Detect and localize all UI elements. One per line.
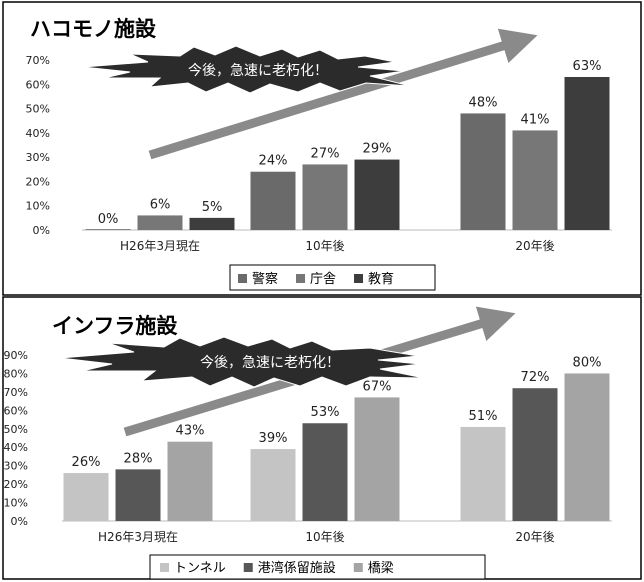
y-tick-label: 50% [4,423,28,436]
bar [137,215,183,230]
legend-label: 警察 [252,271,278,287]
bar [189,217,235,230]
data-label: 67% [363,379,392,394]
legend-swatch [353,563,363,572]
chart-panel-hakomono: ハコモノ施設 0% 10% 20% 30% 40% 50% 60% 70% 0% 24% 48% 6… [2,1,642,296]
legend-swatch [243,563,253,572]
y-tick-label: 50% [26,103,50,116]
bar [250,171,296,230]
y-tick-label: 40% [26,127,50,140]
y-tick-label: 0% [33,224,50,237]
bar [512,388,558,521]
bar [302,164,348,230]
x-tick-label: 20年後 [515,239,554,253]
x-tick-label: H26年3月現在 [120,239,200,253]
y-tick-label: 10% [4,497,28,510]
y-axis: 0% 10% 20% 30% 40% 50% 60% 70% [26,54,50,237]
chart-panel-infra: インフラ施設 0% 10% 20% 30% 40% 50% 60% 70% 80% 90% 26%… [2,296,642,580]
x-axis: H26年3月現在 10年後 20年後 [98,530,555,544]
data-label: 53% [311,405,340,420]
legend-label: 橋梁 [368,561,394,576]
legend-swatch [296,274,306,283]
legend-swatch [160,563,169,572]
x-tick-label: 10年後 [305,239,344,253]
y-tick-label: 20% [26,175,50,188]
upward-trend-arrow [148,28,538,160]
y-tick-label: 60% [26,78,50,91]
data-label: 6% [150,197,171,212]
x-tick-label: 20年後 [515,530,554,544]
bar [302,423,348,521]
legend-label: トンネル [174,561,226,576]
bar [63,473,109,521]
bar [512,130,558,230]
bar [564,373,610,521]
burst-banner [82,45,411,94]
y-tick-label: 0% [11,515,28,528]
banner-text: 今後，急速に老朽化！ [200,355,340,371]
legend-swatch [354,274,364,283]
data-label: 0% [98,212,119,227]
data-label: 26% [72,455,101,470]
y-tick-label: 30% [26,151,50,164]
bar [85,229,131,230]
legend: トンネル 港湾係留施設 橋梁 [160,560,394,576]
data-label: 63% [573,59,602,74]
bar [250,449,296,521]
legend-swatch [238,274,247,283]
data-label: 5% [202,200,223,215]
bar [354,159,400,230]
y-tick-label: 80% [4,367,28,380]
data-label: 29% [363,142,392,157]
y-tick-label: 10% [26,200,50,213]
banner-text: 今後，急速に老朽化！ [188,63,328,79]
data-label: 48% [469,95,498,110]
y-tick-label: 70% [26,54,50,67]
bar [564,77,610,230]
y-tick-label: 60% [4,404,28,417]
data-label: 39% [259,431,288,446]
x-axis: H26年3月現在 10年後 20年後 [120,239,555,253]
y-axis: 0% 10% 20% 30% 40% 50% 60% 70% 80% 90% [4,349,28,528]
bar [460,426,506,521]
bar [167,441,213,521]
y-tick-label: 30% [4,460,28,473]
data-label: 51% [469,409,498,424]
legend: 警察 庁舎 教育 [238,271,394,287]
y-tick-label: 70% [4,386,28,399]
data-label: 41% [521,112,550,127]
legend-box [149,554,486,580]
bar [460,113,506,230]
data-label: 24% [259,154,288,169]
x-tick-label: H26年3月現在 [98,530,178,544]
data-label: 72% [521,370,550,385]
y-tick-label: 20% [4,478,28,491]
burst-banner [59,336,425,388]
legend-box [229,264,436,291]
y-tick-label: 90% [4,349,28,362]
data-label: 43% [176,424,205,439]
bar-series-group: 26% 39% 51% 28% 53% 72% 43% 67% 80% [63,355,610,521]
bar [354,397,400,521]
chart-title: ハコモノ施設 [30,17,157,41]
bar-series-group: 0% 24% 48% 6% 27% 41% 5% 29% 63% [85,59,610,230]
data-label: 80% [573,355,602,370]
data-label: 27% [311,146,340,161]
legend-label: 庁舎 [310,272,336,287]
legend-label: 教育 [368,271,394,287]
chart-title: インフラ施設 [52,314,178,338]
y-tick-label: 40% [4,441,28,454]
bar [115,469,161,521]
x-tick-label: 10年後 [305,530,344,544]
data-label: 28% [124,451,153,466]
legend-label: 港湾係留施設 [258,560,336,576]
